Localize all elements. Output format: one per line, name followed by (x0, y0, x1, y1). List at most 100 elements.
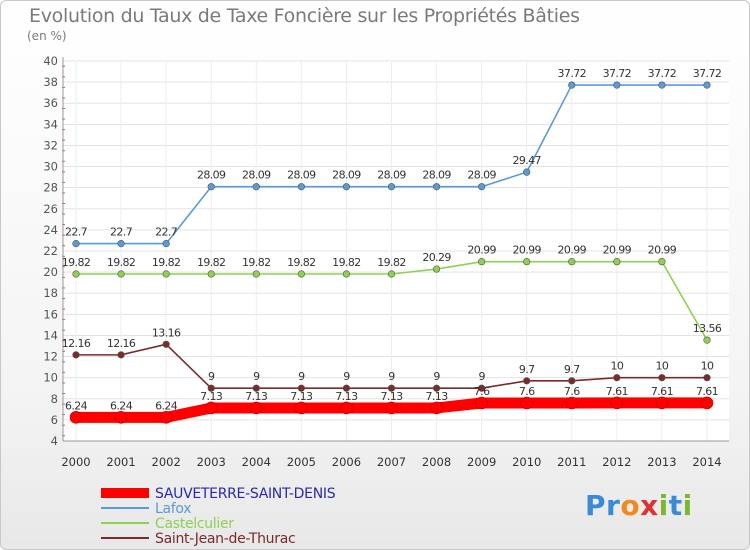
data-label: 7.61 (696, 385, 718, 398)
y-tick-label: 18 (43, 286, 58, 300)
series-point (478, 384, 486, 392)
series-point (162, 270, 170, 278)
data-label: 9 (388, 370, 395, 383)
logo-letter: P (585, 489, 607, 522)
y-tick-label: 28 (43, 181, 58, 195)
series-point (297, 384, 305, 392)
series-point (207, 270, 215, 278)
data-label: 13.16 (152, 326, 181, 339)
series-point (430, 401, 443, 415)
chart-title: Evolution du Taux de Taxe Foncière sur l… (29, 5, 580, 27)
series-point (207, 384, 215, 392)
series-point (72, 270, 80, 278)
series-point (658, 374, 666, 382)
data-label: 22.7 (65, 226, 88, 239)
x-tick-label: 2013 (647, 455, 676, 469)
series-point (432, 384, 441, 392)
data-label: 19.82 (62, 256, 91, 269)
data-label: 10 (610, 360, 623, 373)
series-point (72, 351, 80, 359)
series-point (162, 340, 170, 348)
data-label: 7.13 (380, 390, 403, 403)
series-point (703, 81, 711, 89)
x-tick-label: 2014 (692, 455, 721, 469)
legend-label: Castelculier (155, 516, 234, 532)
x-tick-label: 2003 (197, 455, 226, 469)
data-label: 9 (298, 370, 305, 383)
data-label: 7.6 (519, 385, 535, 398)
data-label: 9.7 (564, 363, 580, 376)
data-label: 7.6 (564, 385, 580, 398)
y-tick-label: 20 (43, 265, 58, 279)
x-tick-label: 2007 (377, 455, 406, 469)
logo-letter: r (606, 489, 621, 522)
data-label: 10 (701, 360, 714, 373)
data-label: 28.09 (377, 169, 406, 182)
x-tick-label: 2002 (152, 455, 181, 469)
logo-letter: x (640, 489, 659, 522)
data-label: 7.61 (606, 385, 628, 398)
proxiti-logo: Proxiti (585, 489, 693, 522)
y-tick-label: 22 (43, 244, 58, 258)
data-label: 37.72 (558, 67, 587, 80)
y-tick-label: 14 (43, 328, 58, 342)
series-point (523, 258, 531, 266)
series-point (478, 183, 486, 191)
y-tick-label: 40 (43, 54, 58, 68)
data-label: 6.24 (65, 399, 88, 412)
y-tick-label: 8 (51, 392, 58, 406)
x-tick-label: 2012 (602, 455, 631, 469)
data-label: 28.09 (467, 169, 496, 182)
series-point (568, 377, 576, 385)
data-label: 28.09 (332, 169, 361, 182)
series-point (204, 401, 218, 415)
data-label: 7.13 (245, 390, 268, 403)
series-point (162, 240, 170, 248)
series-point (207, 183, 215, 191)
series-point (117, 270, 125, 278)
data-label: 37.72 (693, 67, 722, 80)
data-label: 28.09 (242, 169, 271, 182)
legend-label: SAUVETERRE-SAINT-DENIS (155, 486, 336, 502)
series-point (342, 270, 351, 278)
data-label: 9 (253, 370, 260, 383)
series-point (432, 265, 441, 273)
data-label: 12.16 (62, 337, 91, 350)
series-point (523, 377, 531, 385)
data-label: 28.09 (287, 169, 316, 182)
series-point (297, 183, 305, 191)
logo-letter: i (658, 489, 669, 522)
logo-letter: i (682, 489, 693, 522)
series-point (297, 270, 305, 278)
data-label: 20.99 (512, 244, 541, 257)
series-point (342, 384, 351, 392)
series-point (252, 270, 260, 278)
series-point (342, 183, 351, 191)
series-point (478, 258, 486, 266)
y-tick-label: 12 (43, 350, 58, 364)
data-label: 37.72 (648, 67, 677, 80)
series-point (69, 411, 83, 424)
data-label: 22.7 (155, 226, 178, 239)
data-label: 7.13 (200, 390, 223, 403)
data-label: 9 (478, 370, 485, 383)
data-label: 28.09 (422, 169, 451, 182)
data-label: 19.82 (152, 256, 181, 269)
series-point (520, 396, 534, 410)
series-point (117, 240, 125, 248)
data-label: 10 (656, 360, 669, 373)
x-tick-label: 2001 (106, 455, 135, 469)
series-point (610, 396, 624, 410)
series-point (613, 374, 621, 382)
series-point (703, 336, 711, 344)
series-point (703, 374, 711, 382)
data-label: 7.13 (290, 390, 313, 403)
y-tick-label: 36 (43, 96, 58, 110)
data-label: 7.61 (651, 385, 673, 398)
x-tick-label: 2006 (332, 455, 361, 469)
x-tick-label: 2005 (287, 455, 316, 469)
y-tick-label: 34 (43, 117, 58, 131)
series-point (295, 401, 308, 415)
data-label: 7.6 (474, 385, 490, 398)
